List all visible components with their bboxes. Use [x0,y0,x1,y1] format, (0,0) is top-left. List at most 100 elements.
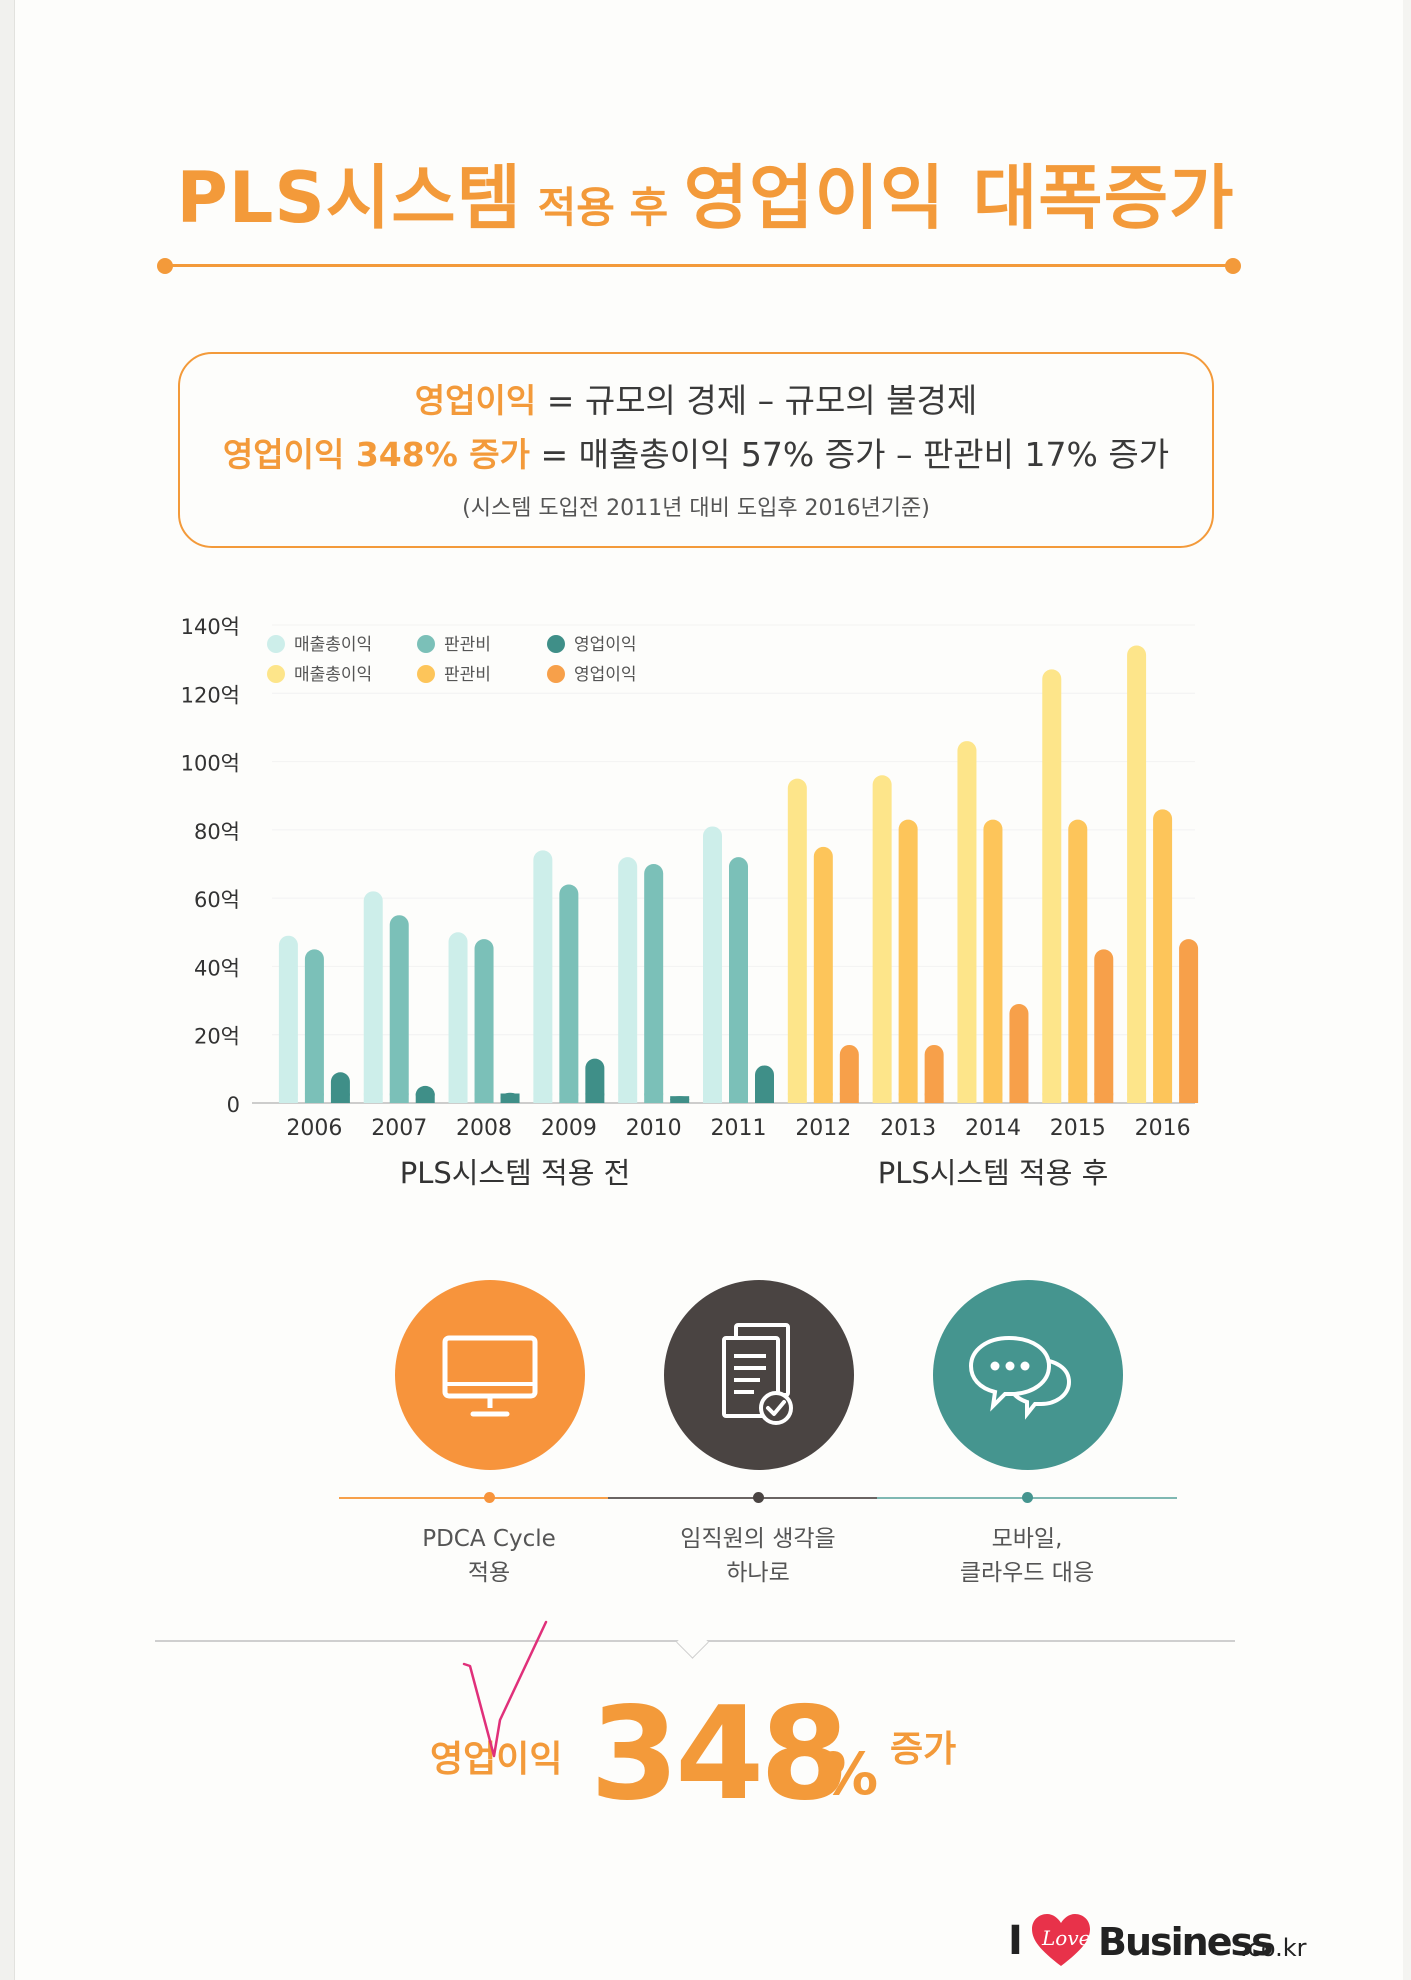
bar-base [585,1093,605,1103]
bar [278,935,298,1103]
bar-base [644,1093,664,1103]
legend-label: 판관비 [444,635,491,655]
legend-label: 판관비 [444,665,491,685]
x-tick-label: 2011 [711,1116,767,1140]
x-tick-label: 2015 [1050,1116,1106,1140]
feature-dot [484,1492,495,1503]
y-tick-label: 60억 [194,888,240,912]
bar-base [813,1093,833,1103]
title-part4: 대폭증가 [972,157,1235,239]
bar [644,864,664,1103]
bar-base [670,1096,690,1103]
x-tick-label: 2010 [626,1116,682,1140]
feature-text: 임직원의 생각을 하나로 [608,1522,908,1590]
title-part2: 적용 후 [537,183,669,232]
formula-line-2: 영업이익 348% 증가 = 매출총이익 57% 증가 – 판관비 17% 증가 [180,428,1212,476]
x-tick-label: 2014 [965,1116,1021,1140]
bar [1127,645,1147,1103]
formula-note: (시스템 도입전 2011년 대비 도입후 2016년기준) [462,496,930,521]
bar-base [389,1093,409,1103]
bar [983,819,1003,1103]
bar-base [872,1093,892,1103]
bar [304,949,324,1103]
bar-base [898,1093,918,1103]
bar-base [924,1093,944,1103]
bar-base [304,1093,324,1103]
bar-base [559,1093,579,1103]
bar-base [618,1093,638,1103]
bottom-percent: % [820,1740,879,1808]
bar [1009,1003,1029,1103]
monitor-icon [442,1335,538,1417]
y-tick-label: 0 [227,1093,240,1117]
bar-base [533,1093,553,1103]
bar-base [1094,1093,1114,1103]
legend-swatch [267,635,285,653]
bar-base [1153,1093,1173,1103]
legend-label: 영업이익 [574,635,637,655]
document-check-icon [722,1323,793,1425]
bar [703,826,722,1103]
brand-i: I [1008,1918,1023,1964]
y-tick-label: 100억 [181,752,240,776]
bar-base [957,1093,977,1103]
bottom-increase: 증가 [890,1729,957,1770]
legend-label: 매출총이익 [294,665,372,685]
page-edge [0,0,15,1980]
x-tick-label: 2006 [286,1116,342,1140]
bar [1068,819,1088,1103]
bar [1042,669,1062,1103]
bar [474,939,494,1103]
feature-line2: 하나로 [726,1560,790,1586]
legend-swatch [547,635,565,653]
divider-notch [676,1626,709,1659]
feature-line2: 적용 [467,1560,511,1586]
bar [839,1044,859,1103]
bar [559,884,579,1103]
bottom-number: 348 [590,1680,849,1829]
pen-check-mark [462,1620,548,1758]
formula-box: 영업이익 = 규모의 경제 – 규모의 불경제 영업이익 348% 증가 = 매… [178,352,1214,548]
formula-line2-label: 영업이익 348% 증가 [222,435,530,474]
bar [813,846,833,1103]
bar-base [415,1093,435,1103]
feature-line1: 임직원의 생각을 [680,1526,836,1552]
chat-bubbles-icon [968,1335,1072,1420]
y-tick-label: 120억 [181,683,240,707]
bar-base [330,1093,350,1103]
bar [872,775,892,1103]
x-tick-label: 2016 [1135,1116,1191,1140]
y-tick-label: 80억 [194,820,240,844]
brand-domain: .co.kr [1240,1934,1307,1962]
brand-business: Business [1098,1920,1274,1964]
bar [363,891,383,1103]
y-tick-label: 140억 [181,615,240,639]
feature-circle-dark [664,1280,854,1470]
legend-swatch [547,665,565,683]
title-rule [165,264,1233,267]
bar-base [1068,1093,1088,1103]
bar [924,1044,944,1103]
bar-base [839,1093,859,1103]
y-tick-label: 20억 [194,1025,240,1049]
bar-base [703,1093,722,1103]
bar [1179,939,1199,1103]
rule-dot-left [157,258,173,274]
bar-base [363,1093,383,1103]
page-title: PLS시스템 적용 후 영업이익 대폭증가 [0,142,1411,243]
group-label-after: PLS시스템 적용 후 [877,1156,1109,1190]
bar [898,819,918,1103]
feature-dot [1022,1492,1033,1503]
bar-chart: 0 20억 40억 60억 80억 100억 120억 140억 2006 2007 2008 200… [181,615,1199,1140]
formula-line1-rest: = 규모의 경제 – 규모의 불경제 [546,381,978,420]
bar-base [755,1093,774,1103]
bar-base [278,1093,298,1103]
bar-base [1179,1093,1199,1103]
feature-line1: 모바일, [991,1526,1063,1552]
bar [729,857,748,1103]
title-part3: 영업이익 [683,157,946,239]
legend-label: 매출총이익 [294,635,372,655]
x-tick-label: 2013 [880,1116,936,1140]
bar [585,1058,605,1103]
bar-base [729,1093,748,1103]
